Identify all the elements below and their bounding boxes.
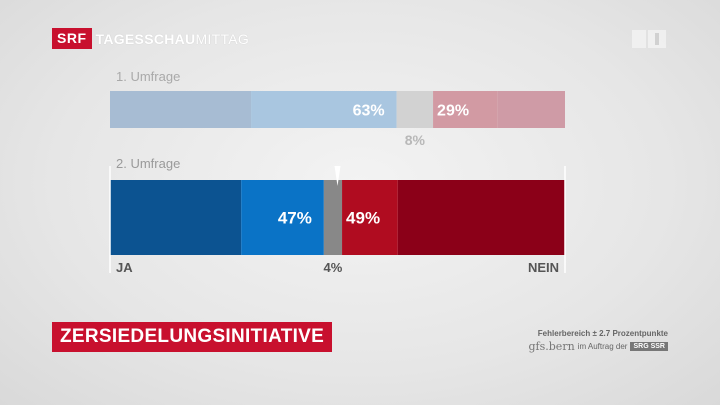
bar-nein-outer: [497, 91, 565, 128]
program-logo: SRF TAGESSCHAU MITTAG: [52, 28, 249, 49]
axis-label-nein: NEIN: [528, 260, 559, 275]
data-label-ja: 47%: [278, 209, 312, 228]
client-badge: SRG SSR: [630, 342, 668, 351]
midpoint-marker: [334, 166, 341, 186]
series-label: 2. Umfrage: [116, 156, 180, 171]
error-margin-note: Fehlerbereich ± 2.7 Prozentpunkte: [537, 329, 668, 338]
bar-undecided: [323, 180, 343, 255]
commission-text: im Auftrag der: [577, 342, 628, 351]
bar-ja-inner: [241, 180, 324, 255]
bar-nein-inner: [342, 180, 398, 255]
data-label-undecided: 4%: [324, 260, 343, 275]
topic-title: ZERSIEDELUNGSINITIATIVE: [52, 322, 333, 352]
bar-ja-outer: [110, 180, 242, 255]
institute-name: gfs.bern: [528, 340, 575, 353]
bar-undecided: [396, 91, 434, 128]
data-label-undecided: 8%: [405, 132, 426, 148]
channel-bug-icon: [632, 30, 666, 48]
data-label-nein: 29%: [437, 102, 469, 119]
data-label-nein: 49%: [346, 209, 380, 228]
data-label-ja: 63%: [353, 102, 385, 119]
series-label: 1. Umfrage: [116, 69, 180, 84]
bar-ja-inner: [251, 91, 397, 128]
show-edition: MITTAG: [195, 30, 250, 47]
bar-nein-inner: [433, 91, 498, 128]
axis-label-ja: JA: [116, 260, 133, 275]
bar-ja-outer: [110, 91, 252, 128]
srf-logo: SRF: [52, 28, 92, 49]
show-name: TAGESSCHAU: [95, 30, 196, 47]
source-line: gfs.bern im Auftrag der SRG SSR: [450, 340, 668, 353]
bar-nein-outer: [397, 180, 565, 255]
